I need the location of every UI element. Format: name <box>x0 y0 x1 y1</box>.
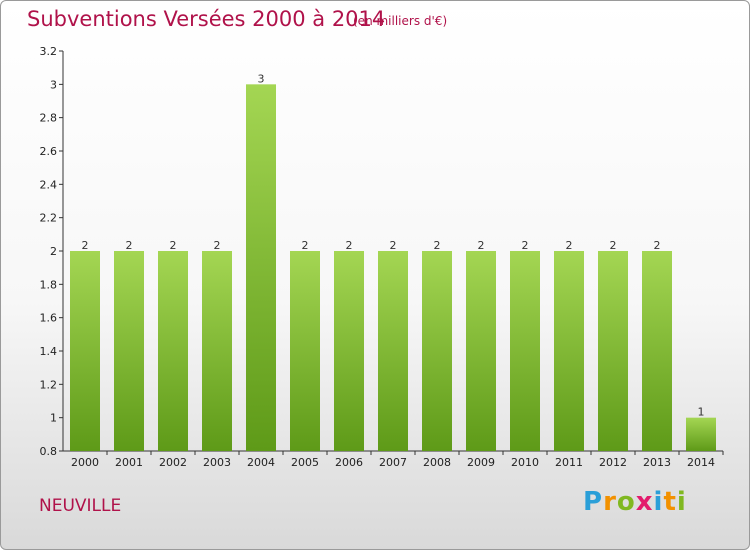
y-tick-label: 1.4 <box>40 345 58 358</box>
logo-letter: P <box>583 487 604 517</box>
bar <box>422 251 452 451</box>
data-label: 2 <box>478 239 485 252</box>
bar <box>158 251 188 451</box>
bar <box>642 251 672 451</box>
x-tick-label: 2010 <box>511 456 539 469</box>
data-label: 2 <box>302 239 309 252</box>
bar <box>202 251 232 451</box>
data-label: 2 <box>610 239 617 252</box>
bar <box>510 251 540 451</box>
logo-letter: r <box>603 487 617 517</box>
x-tick-label: 2004 <box>247 456 275 469</box>
data-label: 2 <box>170 239 177 252</box>
proxiti-logo[interactable]: Proxiti <box>583 487 687 517</box>
bar <box>334 251 364 451</box>
y-tick-label: 1.6 <box>40 312 58 325</box>
y-tick-label: 1 <box>50 412 57 425</box>
y-tick-label: 2 <box>50 245 57 258</box>
y-tick-label: 3 <box>50 78 57 91</box>
x-tick-label: 2000 <box>71 456 99 469</box>
x-tick-label: 2002 <box>159 456 187 469</box>
bar <box>114 251 144 451</box>
y-tick-label: 0.8 <box>40 445 58 458</box>
data-label: 2 <box>566 239 573 252</box>
data-label: 1 <box>698 406 705 419</box>
logo-letter: t <box>663 487 677 517</box>
data-label: 2 <box>522 239 529 252</box>
logo-letter: o <box>616 487 636 517</box>
x-tick-label: 2001 <box>115 456 143 469</box>
x-tick-label: 2006 <box>335 456 363 469</box>
data-label: 2 <box>390 239 397 252</box>
logo-letter: x <box>635 487 654 517</box>
y-tick-label: 2.6 <box>40 145 58 158</box>
data-label: 2 <box>434 239 441 252</box>
x-tick-label: 2005 <box>291 456 319 469</box>
bar <box>246 84 276 451</box>
data-label: 2 <box>346 239 353 252</box>
data-label: 3 <box>258 72 265 85</box>
x-tick-label: 2008 <box>423 456 451 469</box>
x-tick-label: 2013 <box>643 456 671 469</box>
data-label: 2 <box>214 239 221 252</box>
bar <box>290 251 320 451</box>
x-tick-label: 2003 <box>203 456 231 469</box>
commune-name: NEUVILLE <box>39 496 122 516</box>
x-tick-label: 2014 <box>687 456 715 469</box>
logo-letter: i <box>676 487 687 517</box>
y-tick-label: 2.2 <box>40 212 58 225</box>
bar <box>70 251 100 451</box>
y-tick-label: 3.2 <box>40 45 58 58</box>
bar <box>598 251 628 451</box>
logo-letter: i <box>653 487 664 517</box>
y-tick-label: 1.8 <box>40 278 58 291</box>
data-label: 2 <box>126 239 133 252</box>
x-tick-label: 2012 <box>599 456 627 469</box>
bar <box>686 417 716 451</box>
x-tick-label: 2011 <box>555 456 583 469</box>
data-label: 2 <box>654 239 661 252</box>
x-tick-label: 2007 <box>379 456 407 469</box>
y-tick-label: 2.8 <box>40 112 58 125</box>
bar <box>378 251 408 451</box>
chart-title: Subventions Versées 2000 à 2014 <box>27 7 386 31</box>
bar <box>466 251 496 451</box>
x-tick-label: 2009 <box>467 456 495 469</box>
chart-subtitle: (en milliers d'€) <box>353 14 448 28</box>
y-tick-label: 2.4 <box>40 178 58 191</box>
bar <box>554 251 584 451</box>
data-label: 2 <box>82 239 89 252</box>
y-tick-label: 1.2 <box>40 378 58 391</box>
